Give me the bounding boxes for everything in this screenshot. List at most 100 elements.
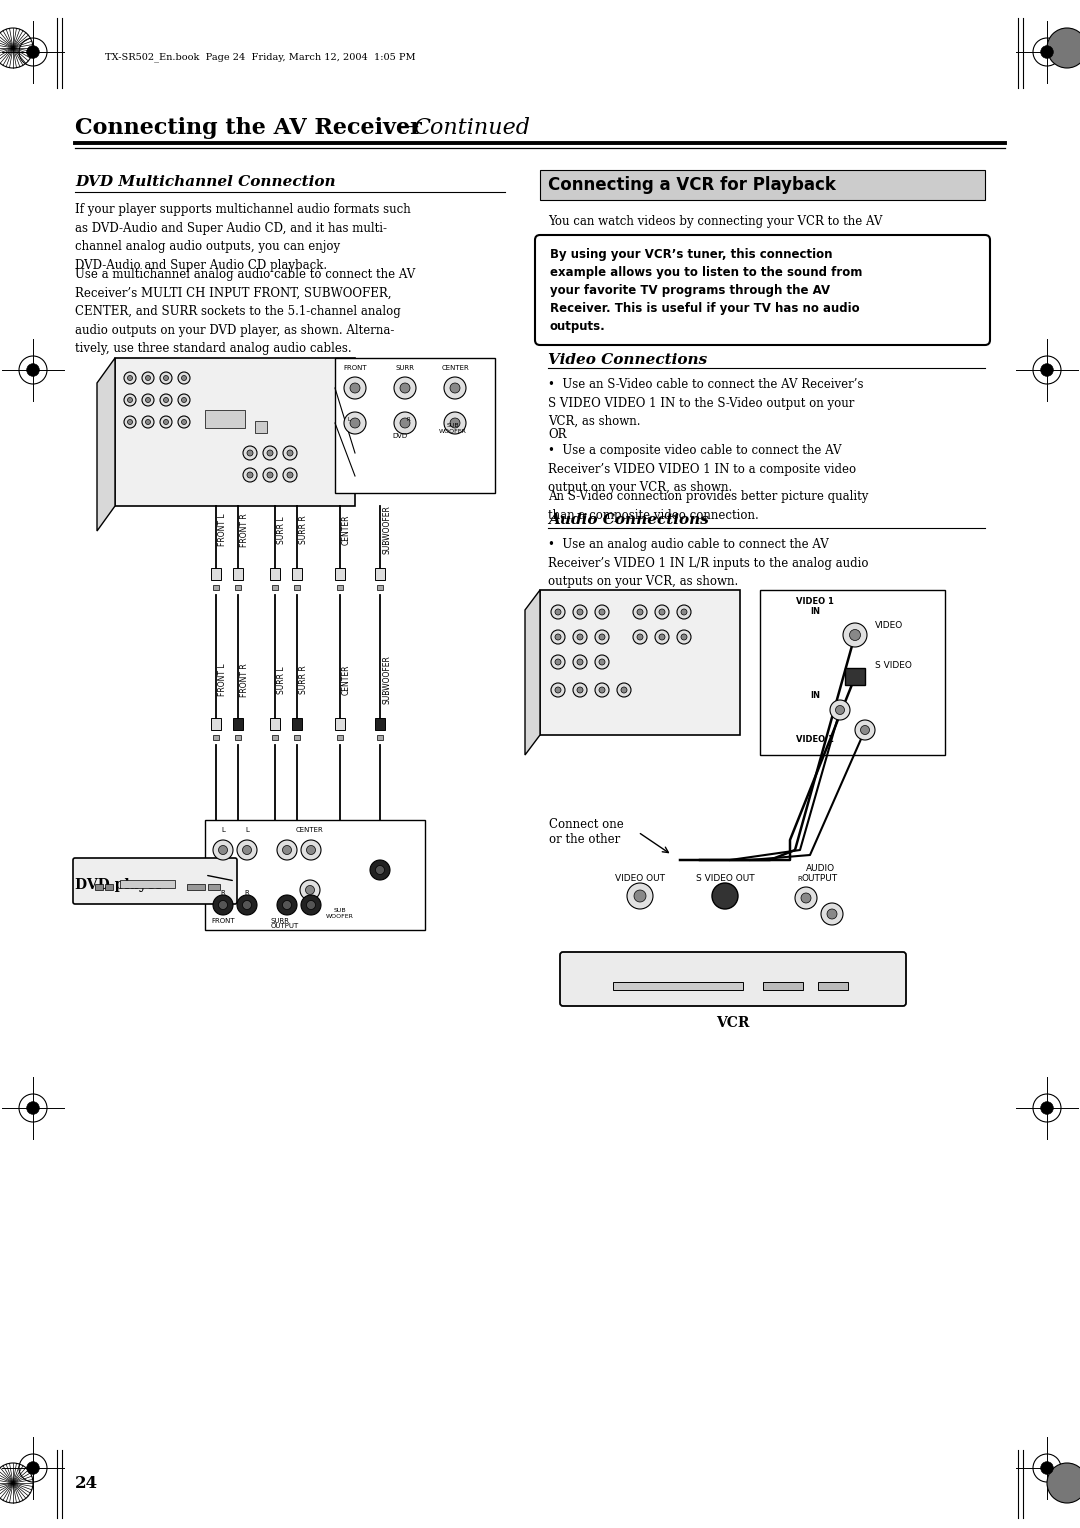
Circle shape	[444, 377, 465, 399]
Circle shape	[1047, 28, 1080, 69]
Circle shape	[555, 634, 561, 640]
Circle shape	[400, 419, 410, 428]
Circle shape	[577, 659, 583, 665]
Text: •  Use an S-Video cable to connect the AV Receiver’s
S VIDEO VIDEO 1 IN to the S: • Use an S-Video cable to connect the AV…	[548, 377, 864, 428]
Circle shape	[843, 623, 867, 646]
Circle shape	[595, 683, 609, 697]
Circle shape	[1041, 46, 1053, 58]
Text: Use a multichannel analog audio cable to connect the AV
Receiver’s MULTI CH INPU: Use a multichannel analog audio cable to…	[75, 267, 415, 354]
Bar	[213, 735, 219, 740]
Bar	[335, 568, 345, 581]
Circle shape	[243, 446, 257, 460]
Circle shape	[247, 472, 253, 478]
Text: S VIDEO: S VIDEO	[875, 662, 912, 669]
Text: SUB
WOOFER: SUB WOOFER	[440, 423, 467, 434]
FancyBboxPatch shape	[73, 859, 237, 905]
Text: Connecting the AV Receiver: Connecting the AV Receiver	[75, 118, 422, 139]
Circle shape	[178, 394, 190, 406]
FancyBboxPatch shape	[535, 235, 990, 345]
Text: 24: 24	[75, 1475, 98, 1491]
Circle shape	[801, 892, 811, 903]
Circle shape	[127, 420, 133, 425]
Circle shape	[146, 376, 150, 380]
Bar	[377, 585, 383, 590]
Text: SURR R: SURR R	[299, 666, 308, 694]
Circle shape	[836, 706, 845, 715]
Text: SURR: SURR	[395, 365, 415, 371]
Bar	[337, 735, 343, 740]
Circle shape	[654, 630, 669, 643]
Circle shape	[633, 630, 647, 643]
Circle shape	[301, 895, 321, 915]
Circle shape	[300, 880, 320, 900]
Bar	[540, 170, 985, 200]
Circle shape	[627, 883, 653, 909]
Text: You can watch videos by connecting your VCR to the AV
Receiver.: You can watch videos by connecting your …	[548, 215, 882, 246]
FancyBboxPatch shape	[561, 952, 906, 1005]
Circle shape	[237, 895, 257, 915]
Text: VIDEO 1: VIDEO 1	[796, 735, 834, 744]
Circle shape	[264, 446, 276, 460]
Bar	[211, 718, 221, 730]
Circle shape	[712, 883, 738, 909]
Bar	[211, 568, 221, 581]
Circle shape	[283, 845, 292, 854]
Text: SURR L: SURR L	[276, 666, 286, 694]
Text: FRONT L: FRONT L	[218, 663, 227, 697]
Circle shape	[127, 376, 133, 380]
Bar	[187, 885, 205, 889]
Circle shape	[599, 634, 605, 640]
Circle shape	[551, 605, 565, 619]
Circle shape	[178, 416, 190, 428]
Circle shape	[276, 840, 297, 860]
Text: FRONT L: FRONT L	[218, 513, 227, 547]
Text: L: L	[348, 417, 351, 422]
Circle shape	[551, 630, 565, 643]
Text: OUTPUT: OUTPUT	[271, 923, 299, 929]
Text: IN: IN	[810, 691, 820, 700]
Circle shape	[621, 688, 627, 694]
Circle shape	[27, 364, 39, 376]
Bar	[114, 358, 355, 506]
Circle shape	[555, 610, 561, 614]
Circle shape	[124, 416, 136, 428]
Circle shape	[573, 683, 588, 697]
Bar	[235, 735, 241, 740]
Circle shape	[213, 895, 233, 915]
Bar	[335, 718, 345, 730]
Text: —: —	[397, 118, 419, 139]
Bar	[292, 718, 302, 730]
Bar	[845, 668, 865, 685]
Circle shape	[795, 886, 816, 909]
Circle shape	[394, 377, 416, 399]
Text: VIDEO OUT: VIDEO OUT	[615, 874, 665, 883]
Circle shape	[141, 371, 154, 384]
Circle shape	[141, 416, 154, 428]
Text: SURR: SURR	[270, 918, 289, 924]
Text: L: L	[221, 827, 225, 833]
Circle shape	[160, 416, 172, 428]
Text: CENTER: CENTER	[441, 365, 469, 371]
Text: DVD player: DVD player	[75, 879, 163, 892]
Circle shape	[555, 688, 561, 694]
Circle shape	[831, 700, 850, 720]
Circle shape	[243, 900, 252, 909]
Polygon shape	[97, 358, 114, 532]
Circle shape	[861, 726, 869, 735]
Circle shape	[163, 376, 168, 380]
Circle shape	[677, 630, 691, 643]
Circle shape	[283, 446, 297, 460]
Bar	[272, 585, 278, 590]
Bar	[337, 585, 343, 590]
Text: VIDEO 1: VIDEO 1	[796, 597, 834, 607]
Circle shape	[573, 656, 588, 669]
Circle shape	[681, 634, 687, 640]
Text: S VIDEO OUT: S VIDEO OUT	[696, 874, 754, 883]
Circle shape	[444, 413, 465, 434]
Circle shape	[243, 845, 252, 854]
Circle shape	[573, 605, 588, 619]
Circle shape	[634, 889, 646, 902]
Circle shape	[450, 384, 460, 393]
Circle shape	[350, 419, 360, 428]
Circle shape	[573, 630, 588, 643]
